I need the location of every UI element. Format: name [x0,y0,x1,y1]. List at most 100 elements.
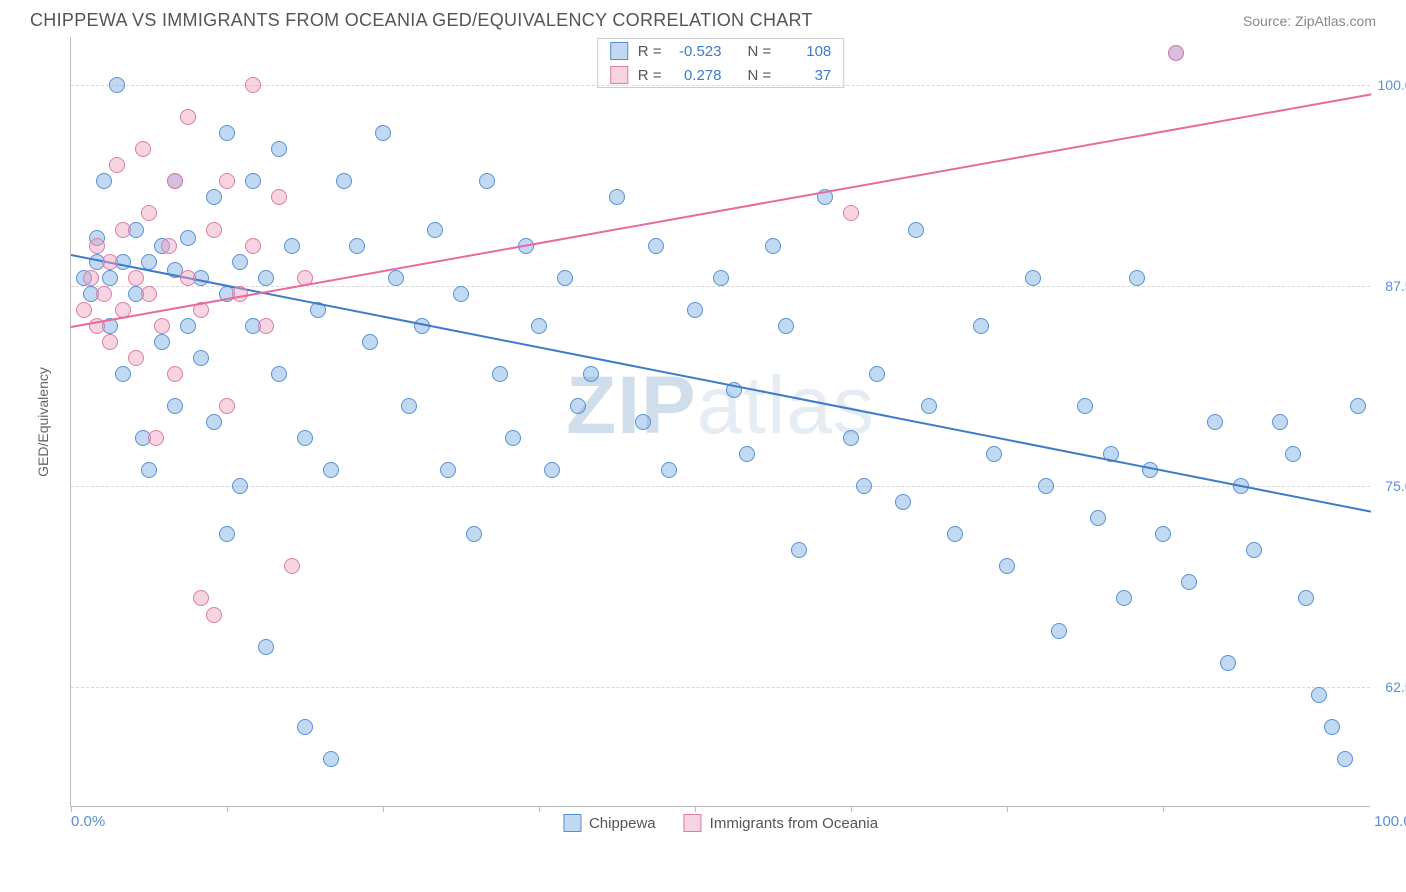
data-point [375,125,391,141]
data-point [180,318,196,334]
data-point [245,77,261,93]
data-point [1220,655,1236,671]
data-point [544,462,560,478]
data-point [609,189,625,205]
chart-container: GED/Equivalency ZIPatlas R = -0.523 N = 108… [30,37,1376,807]
data-point [180,109,196,125]
data-point [1337,751,1353,767]
data-point [388,270,404,286]
data-point [297,430,313,446]
stat-r-value: -0.523 [672,43,722,60]
data-point [336,173,352,189]
data-point [999,558,1015,574]
data-point [739,446,755,462]
data-point [76,302,92,318]
data-point [453,286,469,302]
data-point [1025,270,1041,286]
gridline [71,486,1370,487]
data-point [1350,398,1366,414]
data-point [323,462,339,478]
data-point [713,270,729,286]
gridline [71,687,1370,688]
data-point [193,350,209,366]
x-tick [383,806,384,812]
x-tick [851,806,852,812]
legend-label: Chippewa [589,815,656,832]
data-point [154,318,170,334]
data-point [349,238,365,254]
data-point [206,189,222,205]
data-point [115,366,131,382]
data-point [466,526,482,542]
y-axis-label: GED/Equivalency [35,367,51,477]
data-point [661,462,677,478]
data-point [1285,446,1301,462]
data-point [271,141,287,157]
stat-n-value: 108 [781,43,831,60]
stats-row: R = -0.523 N = 108 [598,39,844,63]
legend-swatch-icon [563,814,581,832]
watermark: ZIPatlas [566,359,875,453]
data-point [102,254,118,270]
data-point [89,238,105,254]
y-tick-label: 100.0% [1378,77,1406,93]
stat-n-prefix: N = [748,67,772,84]
series-swatch-icon [610,66,628,84]
stats-legend-box: R =-0.523N =108R =0.278N =37 [597,38,845,88]
data-point [232,478,248,494]
data-point [284,558,300,574]
stat-n-prefix: N = [748,43,772,60]
data-point [401,398,417,414]
legend-item: Immigrants from Oceania [684,814,878,832]
data-point [115,222,131,238]
data-point [102,334,118,350]
plot-area: GED/Equivalency ZIPatlas R =-0.523N =108… [70,37,1370,807]
data-point [167,366,183,382]
data-point [973,318,989,334]
data-point [362,334,378,350]
x-tick [1007,806,1008,812]
data-point [921,398,937,414]
data-point [206,607,222,623]
data-point [843,205,859,221]
data-point [778,318,794,334]
data-point [986,446,1002,462]
data-point [109,157,125,173]
data-point [245,173,261,189]
data-point [1181,574,1197,590]
data-point [492,366,508,382]
data-point [895,494,911,510]
x-axis-max-label: 100.0% [1374,813,1406,830]
data-point [167,173,183,189]
data-point [128,350,144,366]
data-point [1168,45,1184,61]
data-point [148,430,164,446]
data-point [427,222,443,238]
data-point [206,414,222,430]
data-point [1038,478,1054,494]
data-point [284,238,300,254]
stat-r-prefix: R = [638,43,662,60]
data-point [1246,542,1262,558]
data-point [635,414,651,430]
data-point [258,318,274,334]
data-point [1207,414,1223,430]
data-point [791,542,807,558]
y-tick-label: 62.5% [1385,679,1406,695]
data-point [947,526,963,542]
data-point [583,366,599,382]
data-point [479,173,495,189]
gridline [71,286,1370,287]
data-point [765,238,781,254]
data-point [232,254,248,270]
data-point [687,302,703,318]
data-point [141,462,157,478]
data-point [167,398,183,414]
data-point [96,286,112,302]
data-point [219,173,235,189]
legend-swatch-icon [684,814,702,832]
data-point [135,141,151,157]
data-point [271,189,287,205]
data-point [856,478,872,494]
data-point [154,334,170,350]
